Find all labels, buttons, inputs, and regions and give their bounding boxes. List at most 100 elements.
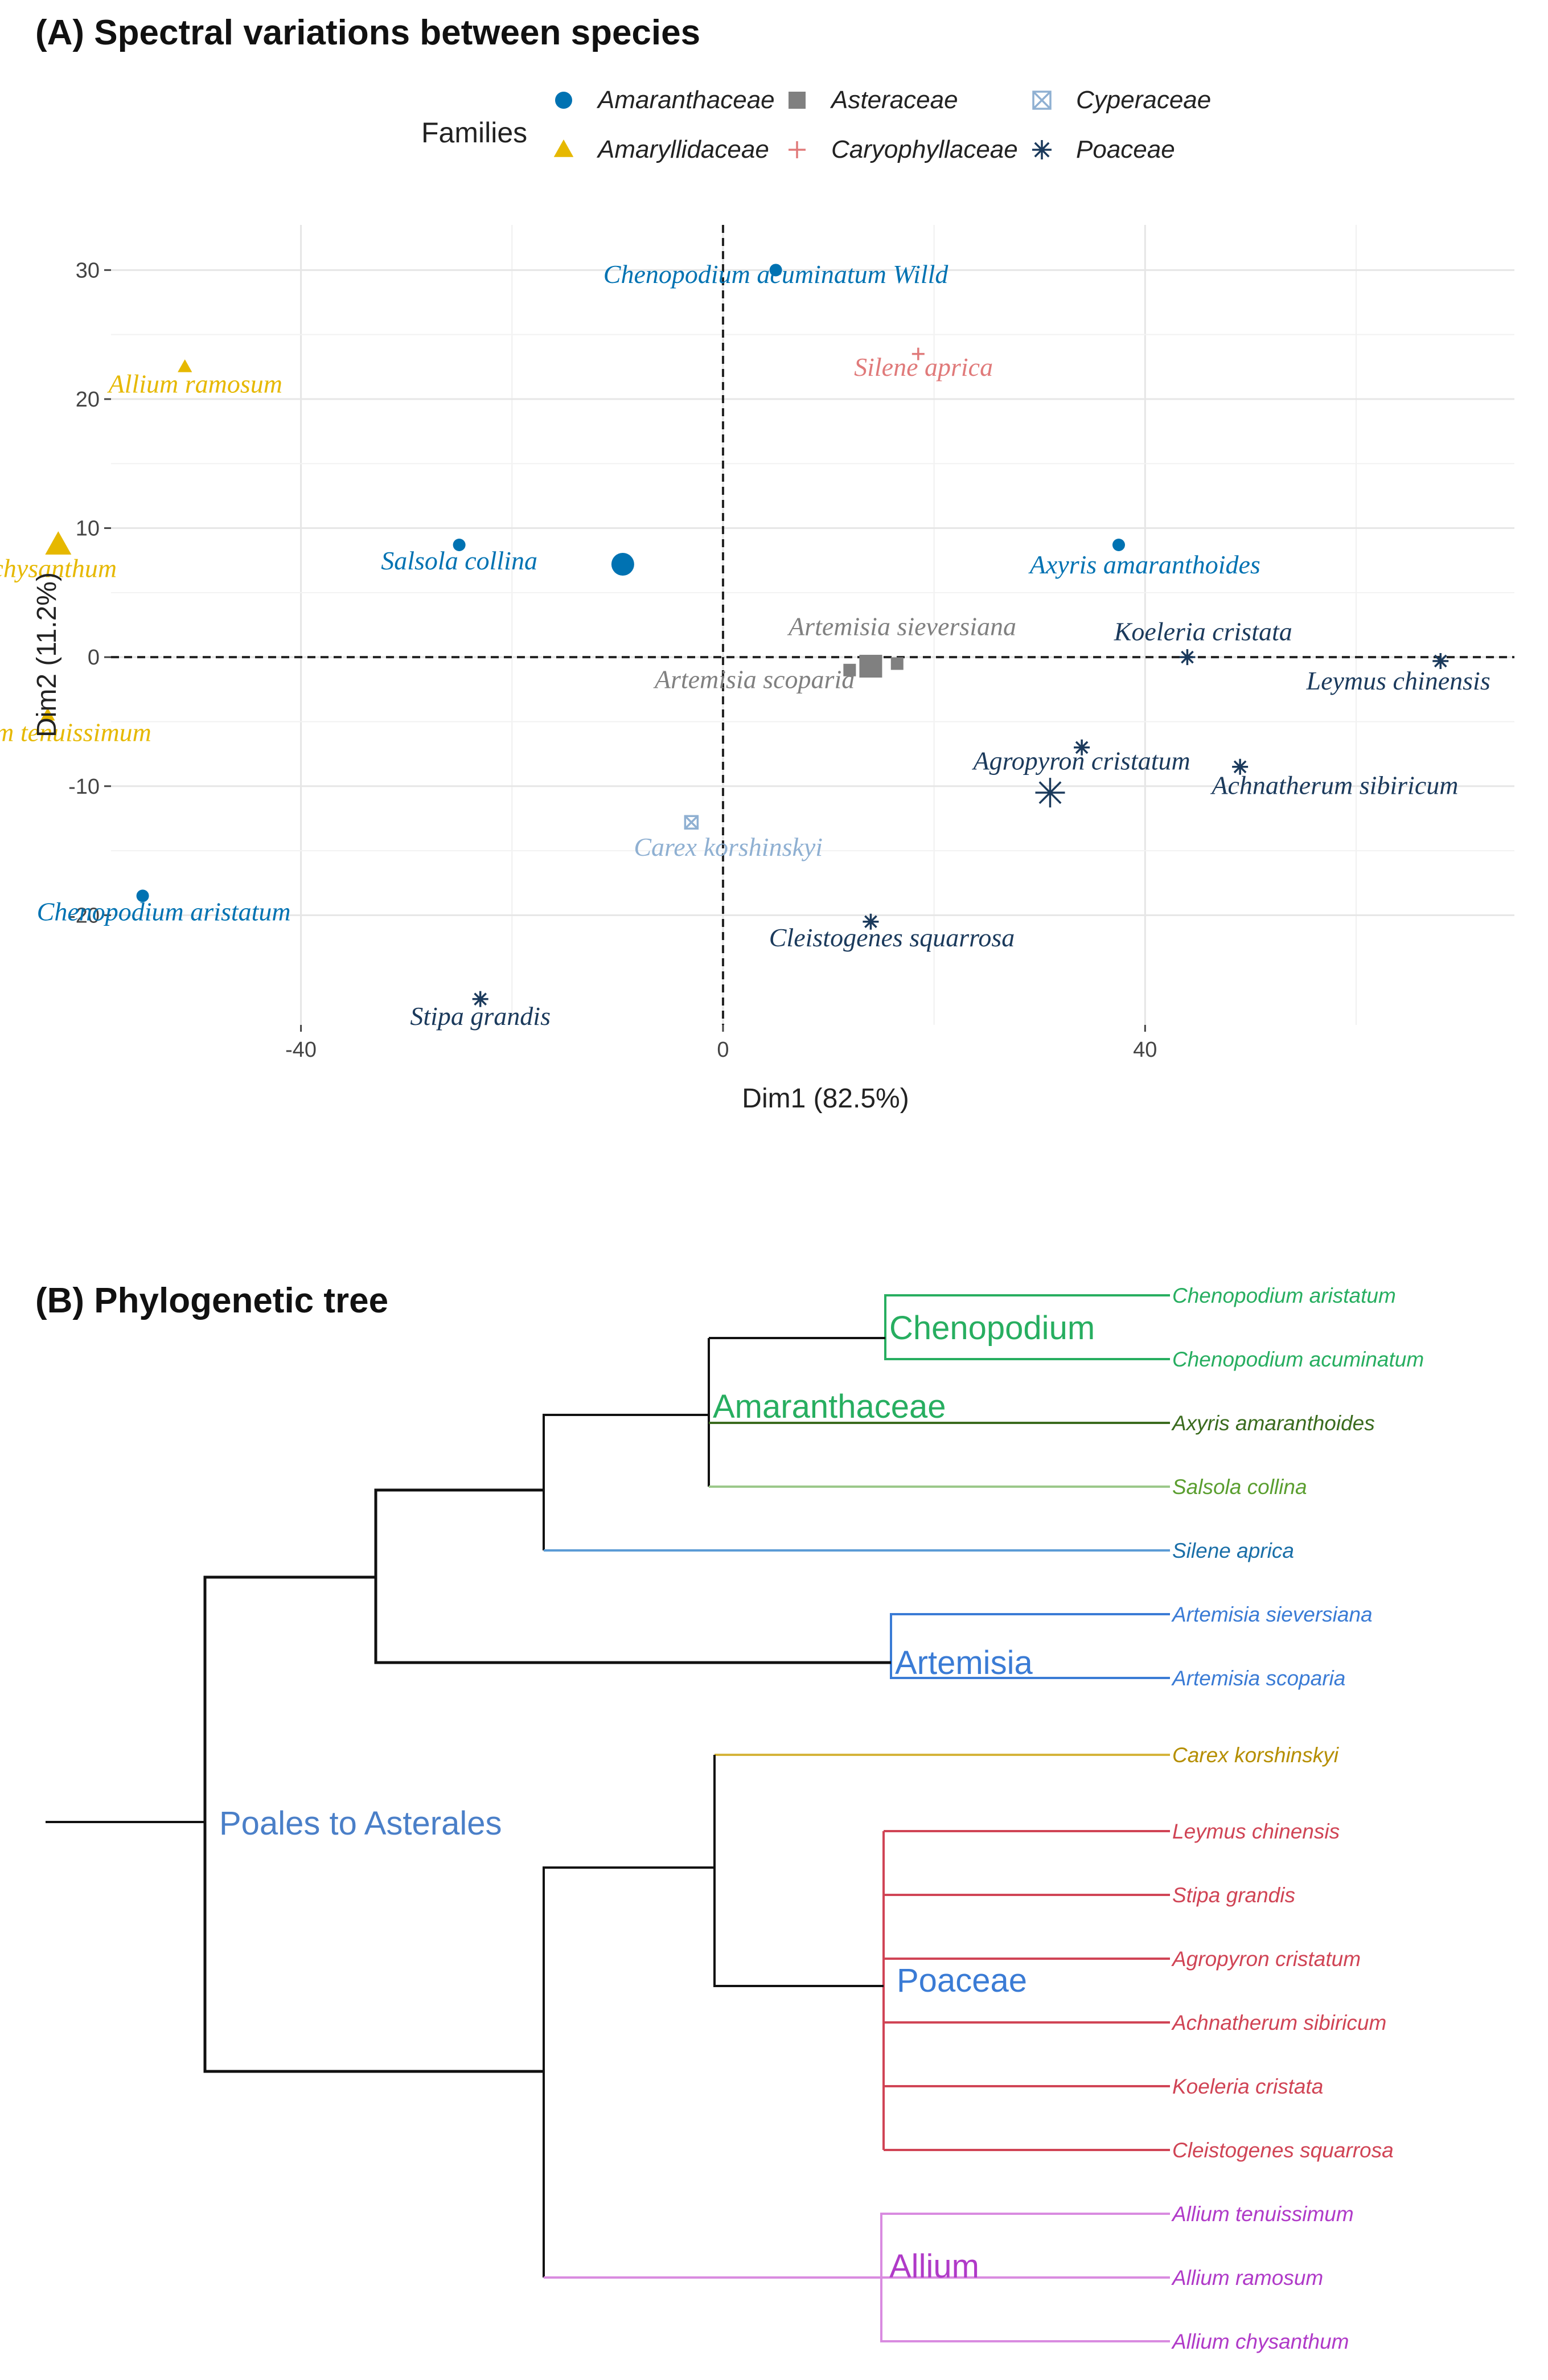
data-point bbox=[863, 913, 879, 930]
point-label: Koeleria cristata bbox=[1114, 617, 1292, 646]
y-tick-label: -20 bbox=[68, 904, 100, 928]
tree-branch bbox=[884, 1294, 1170, 1360]
tree-leaf-label: Koeleria cristata bbox=[1172, 2075, 1323, 2098]
tree-leaf-label: Axyris amaranthoides bbox=[1171, 1411, 1375, 1435]
x-tick-label: -40 bbox=[285, 1038, 317, 1062]
clade-label: Poales to Asterales bbox=[219, 1805, 502, 1842]
legend-key bbox=[789, 92, 806, 109]
y-axis-title: Dim2 (11.2%) bbox=[32, 572, 62, 737]
data-point bbox=[1074, 739, 1090, 756]
panel-b-title: (B) Phylogenetic tree bbox=[35, 1281, 388, 1320]
tree-leaf-label: Carex korshinskyi bbox=[1172, 1743, 1340, 1767]
centroid-point bbox=[45, 531, 72, 555]
point-label: Artemisia scoparia bbox=[653, 665, 855, 694]
point-label: Chenopodium aristatum bbox=[37, 897, 291, 926]
tree-leaf-label: Allium ramosum bbox=[1171, 2266, 1323, 2289]
panel-a-title: (A) Spectral variations between species bbox=[35, 13, 700, 52]
point-labels: Chenopodium acuminatum Willd Silene apric… bbox=[0, 260, 1490, 1031]
tree-leaf-label: Chenopodium aristatum bbox=[1172, 1284, 1396, 1307]
tree-leaf-label: Artemisia scoparia bbox=[1171, 1667, 1345, 1690]
legend-key bbox=[789, 141, 806, 158]
tree-leaf-label: Agropyron cristatum bbox=[1171, 1947, 1361, 1971]
tree-leaf-label: Achnatherum sibiricum bbox=[1171, 2011, 1386, 2034]
x-axis-title: Dim1 (82.5%) bbox=[742, 1084, 909, 1114]
point-label: Achnatherum sibiricum bbox=[1210, 770, 1458, 799]
legend-label: Amaryllidaceae bbox=[596, 136, 769, 163]
tree-leaf-label: Chenopodium acuminatum bbox=[1172, 1348, 1424, 1371]
x-tick-label: 40 bbox=[1133, 1038, 1157, 1062]
data-point bbox=[890, 657, 904, 670]
point-label: Salsola collina bbox=[381, 546, 537, 575]
legend-key bbox=[553, 139, 574, 157]
tree-leaf-label: Cleistogenes squarrosa bbox=[1172, 2139, 1394, 2162]
phylogenetic-tree: Chenopodium aristatum Chenopodium acumina… bbox=[46, 1284, 1424, 2353]
clade-label: Chenopodium bbox=[889, 1310, 1095, 1347]
data-point bbox=[1232, 758, 1249, 775]
tree-branch bbox=[203, 1575, 544, 2073]
tree-leaf-label: Artemisia sieversiana bbox=[1171, 1603, 1373, 1626]
legend-title: Families bbox=[421, 117, 527, 149]
y-tick-label: 10 bbox=[76, 517, 100, 541]
point-label: Leymus chinensis bbox=[1306, 666, 1490, 695]
data-point bbox=[684, 815, 699, 830]
data-point bbox=[136, 889, 149, 902]
y-tick-label: 20 bbox=[76, 388, 100, 412]
legend-key bbox=[1032, 140, 1052, 159]
axis-ticks: -40 0 40 -20 -10 0 10 20 30 bbox=[68, 258, 1157, 1062]
data-point bbox=[1432, 653, 1449, 669]
legend-label: Amaranthaceae bbox=[596, 86, 775, 114]
legend-label: Caryophyllaceae bbox=[831, 136, 1018, 163]
data-point bbox=[453, 539, 466, 551]
tree-leaf-label: Allium tenuissimum bbox=[1171, 2202, 1354, 2226]
legend-label: Poaceae bbox=[1076, 136, 1175, 163]
point-label: Allium chysanthum bbox=[0, 554, 117, 583]
legend: Amaranthaceae Asteraceae Cyperaceae Amaryll… bbox=[553, 86, 1211, 163]
y-tick-label: -10 bbox=[68, 775, 100, 799]
tree-branch bbox=[543, 1866, 715, 2278]
point-label: Stipa grandis bbox=[410, 1002, 551, 1031]
data-point bbox=[472, 991, 488, 1007]
point-label: Artemisia sieversiana bbox=[787, 612, 1016, 641]
tree-leaf-label: Stipa grandis bbox=[1172, 1884, 1295, 1907]
point-label: Allium tenuissimum bbox=[0, 717, 151, 746]
tree-branch bbox=[890, 1613, 1170, 1679]
point-label: Allium ramosum bbox=[107, 370, 282, 399]
point-label: Axyris amaranthoides bbox=[1028, 550, 1260, 579]
data-point bbox=[911, 347, 925, 360]
data-point bbox=[40, 707, 55, 721]
legend-label: Asteraceae bbox=[830, 86, 958, 114]
centroid-point bbox=[859, 655, 882, 678]
data-point bbox=[1112, 539, 1125, 551]
centroid-point bbox=[1035, 778, 1065, 808]
clade-label: Artemisia bbox=[895, 1644, 1033, 1681]
data-point bbox=[843, 663, 856, 676]
data-point bbox=[1179, 649, 1196, 666]
data-point bbox=[769, 264, 782, 277]
clade-label: Poaceae bbox=[897, 1962, 1027, 1999]
tree-leaf-label: Leymus chinensis bbox=[1172, 1820, 1340, 1843]
point-label: Cleistogenes squarrosa bbox=[769, 923, 1015, 952]
tree-branch bbox=[713, 1755, 884, 1987]
plot-grid bbox=[111, 225, 1514, 1025]
tree-leaf-label: Silene aprica bbox=[1172, 1539, 1294, 1562]
scatter-markers bbox=[40, 264, 1449, 1007]
point-label: Agropyron cristatum bbox=[972, 746, 1190, 775]
y-tick-label: 30 bbox=[76, 258, 100, 282]
tree-branch bbox=[374, 1488, 891, 1664]
point-label: Chenopodium acuminatum Willd bbox=[603, 260, 949, 289]
y-tick-label: 0 bbox=[88, 646, 100, 670]
legend-key bbox=[555, 92, 572, 109]
x-tick-label: 0 bbox=[717, 1038, 729, 1062]
tree-leaf-label: Allium chysanthum bbox=[1171, 2330, 1349, 2353]
centroid-point bbox=[611, 552, 634, 576]
clade-label: Amaranthaceae bbox=[713, 1388, 946, 1425]
legend-key bbox=[1032, 91, 1052, 110]
legend-label: Cyperaceae bbox=[1076, 86, 1211, 114]
point-label: Carex korshinskyi bbox=[634, 832, 823, 861]
point-label: Silene aprica bbox=[854, 352, 993, 381]
tree-leaf-label: Salsola collina bbox=[1172, 1475, 1307, 1499]
data-point bbox=[178, 359, 192, 372]
tree-branch bbox=[543, 1414, 709, 1550]
clade-label: Allium bbox=[889, 2248, 979, 2285]
